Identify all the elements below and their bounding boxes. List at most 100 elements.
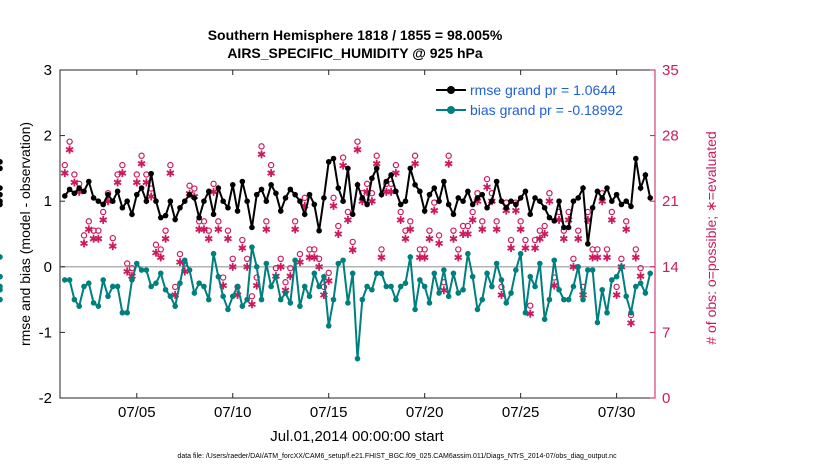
rmse-point [551,218,558,224]
rmse-point [354,182,361,188]
obs-evaluated-marker [559,234,568,243]
rmse-point [210,211,217,218]
rmse-point [273,190,279,197]
y-tick-label: 0 [44,259,52,276]
rmse-point [604,185,610,191]
rmse-point [364,201,370,208]
obs-evaluated-marker [60,169,69,178]
obs-evaluated-marker [310,253,319,262]
rmse-point [66,186,73,193]
x-tick-label: 07/20 [406,404,444,421]
bias-point [153,280,159,287]
obs-evaluated-marker [113,178,122,187]
bias-point [148,283,154,290]
obs-possible-marker [483,175,491,183]
obs-possible-marker [608,208,616,216]
rmse-point [599,195,606,201]
rmse-point [172,216,178,223]
rmse-point [455,195,462,201]
rmse-point [162,212,169,219]
y-tick-label: 3 [44,62,52,79]
rmse-point [493,178,500,185]
obs-evaluated-marker [161,234,170,243]
bias-point [109,283,116,290]
chart-title-line2: AIRS_SPECIFIC_HUMIDITY @ 925 hPa [227,45,483,61]
obs-evaluated-marker [439,286,448,295]
obs-evaluated-marker [631,253,640,262]
obs-evaluated-marker [80,239,88,248]
obs-possible-marker [85,218,92,225]
obs-evaluated-marker [425,234,434,243]
obs-possible-marker [363,180,371,188]
obs-possible-marker [546,189,553,197]
bias-point [61,277,68,283]
rmse-point [407,165,414,172]
legend: rmse grand pr = 1.0644 bias grand pr = -… [429,77,651,125]
rmse-point [556,198,562,204]
rmse-point [95,198,102,204]
x-tick-label: 07/30 [598,404,636,421]
legend-rmse-marker [447,86,455,94]
obs-possible-marker [287,264,294,272]
rmse-point [316,227,322,234]
bias-point [273,273,279,280]
rmse-point [234,208,241,214]
rmse-point [340,198,346,204]
rmse-point [503,204,510,211]
legend-bias-marker [447,106,455,114]
rmse-point [249,224,255,231]
rmse-point [609,198,615,204]
obs-possible-marker [464,222,472,230]
rmse-point [225,204,231,211]
rmse-point [373,165,380,172]
rmse-point [167,198,174,204]
rmse-point [460,198,466,204]
obs-possible-marker [200,218,208,225]
bias-point [85,280,92,287]
bias-point [417,277,423,283]
bias-point [493,260,500,267]
x-axis-label: Jul.01,2014 00:00:00 start [270,428,444,445]
rmse-point [522,188,529,195]
rmse-point [181,198,188,204]
bias-point [623,293,630,300]
bias-point [633,283,639,290]
bias-point [585,267,591,273]
rmse-point [282,195,289,201]
rmse-point [330,155,337,162]
bias-point [484,270,490,277]
obs-evaluated-marker [353,145,362,154]
rmse-point [570,198,577,204]
rmse-point [580,185,586,191]
obs-possible-marker [248,293,256,300]
rmse-point [450,211,457,218]
y-tick-label: 1 [44,193,52,210]
obs-evaluated-marker [540,230,549,238]
obs-evaluated-marker [108,242,117,251]
obs-evaluated-marker [420,253,429,262]
bias-point [349,270,356,277]
rmse-point [306,191,313,198]
rmse-point [565,224,572,231]
obs-evaluated-marker [65,145,74,154]
obs-possible-marker [191,185,198,192]
bias-point [205,296,212,303]
rmse-point [585,241,591,247]
obs-evaluated-marker [531,244,539,253]
y-tick-label: -2 [39,390,52,407]
obs-evaluated-marker [622,225,631,234]
obs-evaluated-marker [483,183,492,192]
rmse-point [633,155,639,162]
obs-evaluated-marker [348,245,357,254]
obs-possible-marker [479,218,486,225]
obs-evaluated-marker [291,225,300,234]
rmse-point [287,186,294,193]
obs-possible-marker [632,246,640,253]
obs-possible-marker [411,152,419,159]
rmse-point [469,201,476,208]
rmse-point [263,198,270,204]
rmse-point [143,198,150,204]
rmse-point [441,178,447,185]
obs-possible-marker [618,255,625,262]
